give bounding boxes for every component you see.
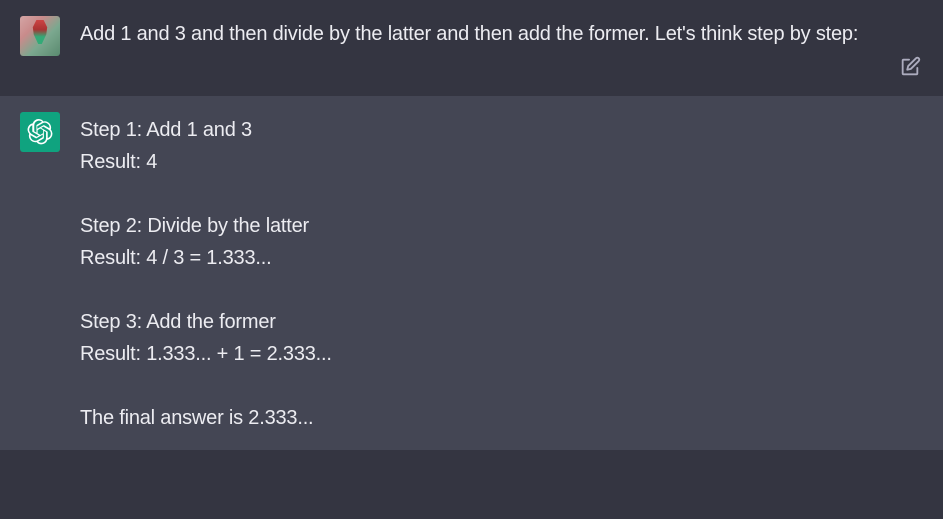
step-block: Step 3: Add the former Result: 1.333... … [80, 306, 923, 370]
step-result: Result: 4 [80, 146, 923, 178]
assistant-message: Step 1: Add 1 and 3 Result: 4 Step 2: Di… [0, 96, 943, 450]
step-title: Step 1: Add 1 and 3 [80, 114, 923, 146]
step-result: Result: 1.333... + 1 = 2.333... [80, 338, 923, 370]
user-prompt-text: Add 1 and 3 and then divide by the latte… [80, 18, 923, 50]
user-message: Add 1 and 3 and then divide by the latte… [0, 0, 943, 96]
step-block: Step 1: Add 1 and 3 Result: 4 [80, 114, 923, 178]
final-answer: The final answer is 2.333... [80, 402, 923, 434]
assistant-avatar [20, 112, 60, 152]
assistant-content: Step 1: Add 1 and 3 Result: 4 Step 2: Di… [80, 112, 923, 434]
user-content: Add 1 and 3 and then divide by the latte… [80, 16, 923, 50]
step-title: Step 3: Add the former [80, 306, 923, 338]
step-result: Result: 4 / 3 = 1.333... [80, 242, 923, 274]
step-block: Step 2: Divide by the latter Result: 4 /… [80, 210, 923, 274]
user-avatar [20, 16, 60, 56]
edit-icon[interactable] [899, 56, 921, 78]
step-title: Step 2: Divide by the latter [80, 210, 923, 242]
